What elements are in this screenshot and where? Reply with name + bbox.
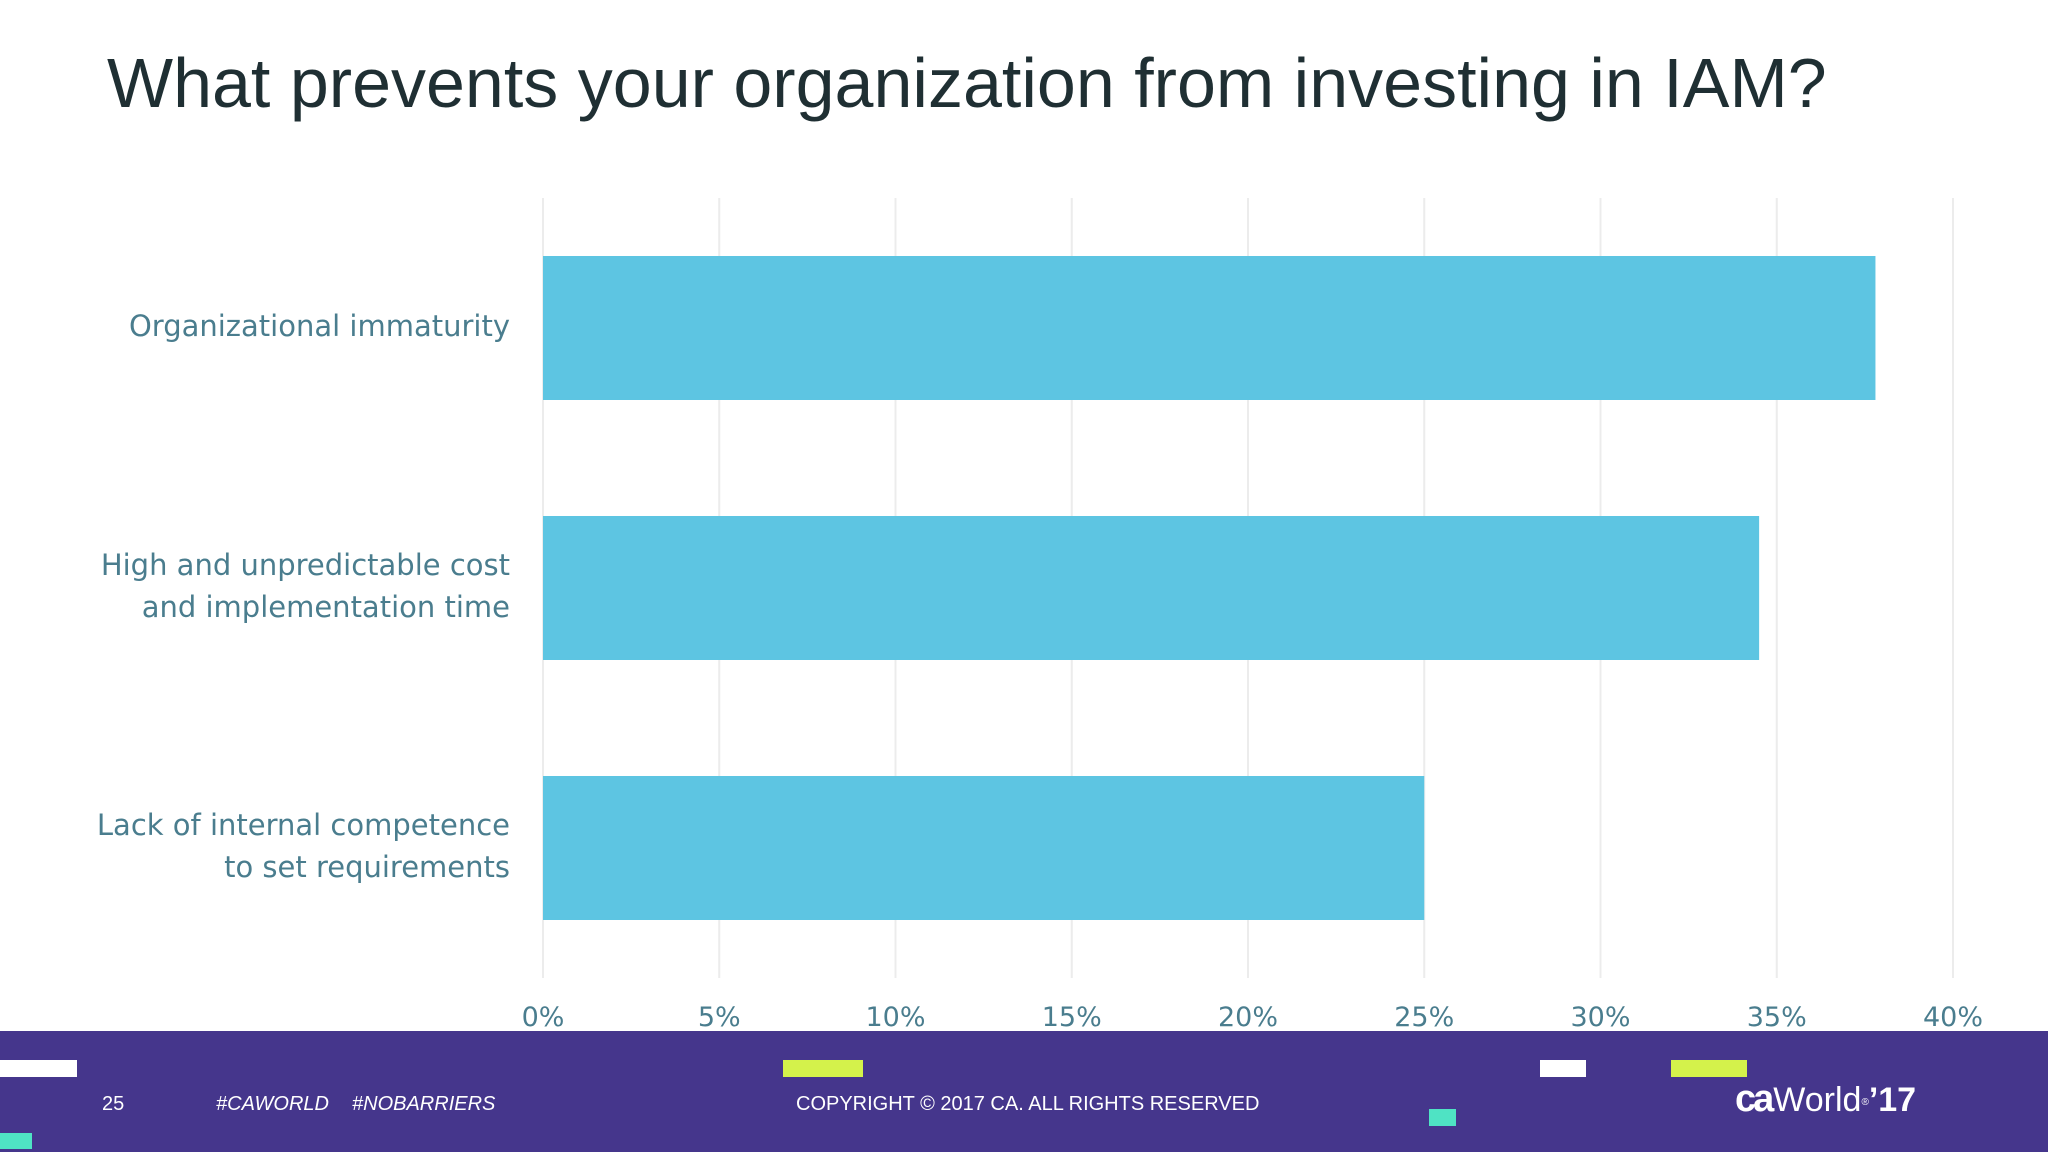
copyright-notice: COPYRIGHT © 2017 CA. ALL RIGHTS RESERVED (796, 1093, 1260, 1115)
category-labels: Organizational immaturity High and unpred… (97, 309, 510, 884)
category-label-line: Organizational immaturity (129, 309, 510, 343)
bar (543, 776, 1425, 920)
x-tick-label: 5% (698, 1002, 741, 1031)
category-label: Lack of internal competence to set requir… (97, 808, 510, 884)
category-label-line: Lack of internal competence (97, 808, 510, 842)
x-tick-label: 10% (865, 1002, 925, 1031)
page-number: 25 (102, 1093, 125, 1115)
bar (543, 516, 1760, 660)
category-label-line: to set requirements (224, 850, 510, 884)
logo-world-text: World (1773, 1081, 1862, 1119)
footer-accent-lime-right (1671, 1060, 1747, 1077)
category-label-line: and implementation time (142, 590, 510, 624)
logo-registered-mark: ® (1861, 1097, 1869, 1108)
logo-year-text: ’17 (1868, 1081, 1917, 1119)
footer-accent-white-left (0, 1060, 77, 1077)
bar (543, 256, 1876, 400)
x-axis-tick-labels: 0% 5% 10% 15% 20% 25% 30% 35% 40% (522, 1002, 1983, 1031)
ca-world-logo: caWorld®’17 (1735, 1079, 1916, 1127)
x-tick-label: 15% (1042, 1002, 1102, 1031)
hashtag-nobarriers: #NOBARRIERS (352, 1093, 496, 1115)
x-tick-label: 30% (1570, 1002, 1630, 1031)
footer-accent-white-right (1540, 1060, 1586, 1077)
slide-title: What prevents your organization from inv… (107, 44, 1827, 122)
category-label-line: High and unpredictable cost (101, 548, 510, 582)
x-tick-label: 40% (1923, 1002, 1983, 1031)
footer-accent-teal-right (1429, 1109, 1456, 1126)
footer-accent-teal-left (0, 1133, 32, 1149)
x-tick-label: 20% (1218, 1002, 1278, 1031)
x-tick-label: 25% (1394, 1002, 1454, 1031)
footer-bar (0, 1031, 2048, 1152)
x-tick-label: 0% (522, 1002, 565, 1031)
hashtag-caworld: #CAWORLD (216, 1093, 329, 1115)
bar-chart: Organizational immaturity High and unpred… (97, 198, 1983, 1031)
category-label: Organizational immaturity (129, 309, 510, 343)
category-label: High and unpredictable cost and implement… (101, 548, 510, 624)
x-tick-label: 35% (1747, 1002, 1807, 1031)
logo-ca-mark: ca (1735, 1078, 1774, 1120)
footer-accent-lime-center (783, 1060, 863, 1077)
bars (543, 256, 1876, 920)
